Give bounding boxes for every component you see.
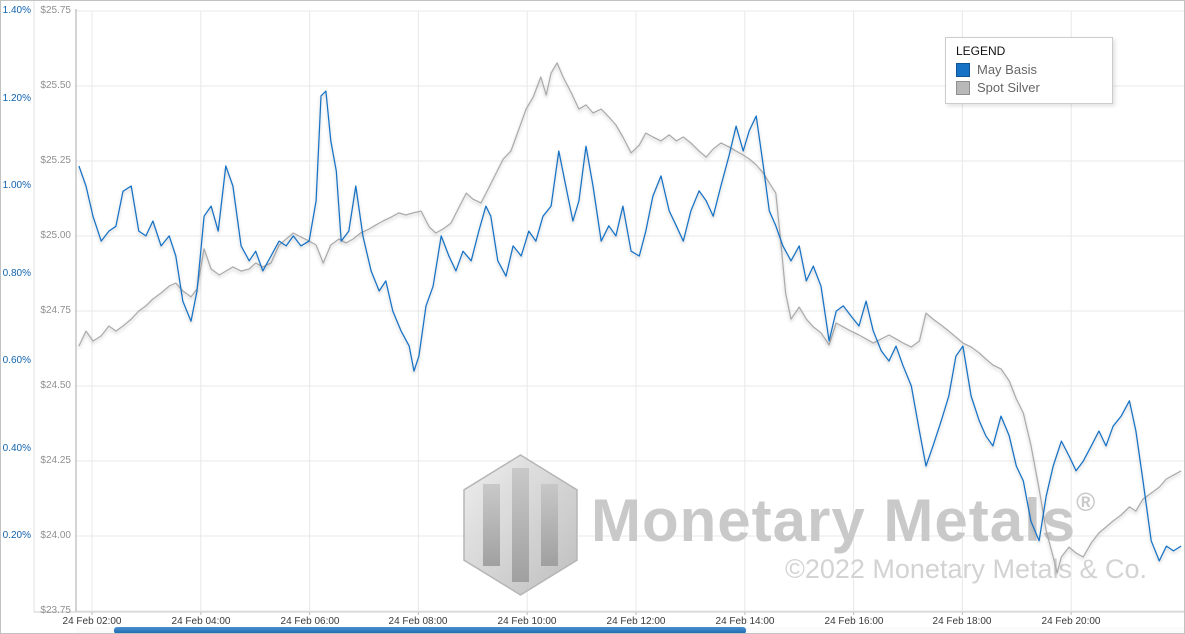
legend-item-may-basis[interactable]: May Basis: [956, 62, 1102, 77]
price-tick-label: $24.00: [40, 530, 71, 541]
basis-tick-label: 0.20%: [2, 530, 31, 541]
basis-tick-label: 0.80%: [2, 268, 31, 279]
price-tick-label: $25.00: [40, 230, 71, 241]
chart-scrollbar-thumb[interactable]: [114, 627, 746, 633]
basis-tick-label: 1.00%: [2, 180, 31, 191]
time-tick-label: 24 Feb 10:00: [497, 616, 557, 627]
legend-label: Spot Silver: [977, 80, 1040, 95]
price-tick-label: $25.25: [40, 155, 71, 166]
time-tick-label: 24 Feb 16:00: [824, 616, 884, 627]
legend-swatch-spot-silver: [956, 80, 970, 95]
time-tick-label: 24 Feb 14:00: [715, 616, 775, 627]
time-tick-label: 24 Feb 04:00: [171, 616, 231, 627]
series-line-spot-silver: [78, 62, 1182, 574]
time-tick-label: 24 Feb 02:00: [62, 616, 122, 627]
time-tick-label: 24 Feb 06:00: [280, 616, 340, 627]
basis-tick-label: 0.40%: [2, 443, 31, 454]
time-tick-label: 24 Feb 12:00: [606, 616, 666, 627]
legend: LEGEND May Basis Spot Silver: [945, 37, 1113, 104]
price-tick-label: $24.50: [40, 380, 71, 391]
legend-title: LEGEND: [956, 44, 1006, 58]
time-tick-label: 24 Feb 20:00: [1041, 616, 1101, 627]
price-tick-label: $25.75: [40, 5, 71, 16]
time-tick-label: 24 Feb 08:00: [388, 616, 448, 627]
price-tick-label: $25.50: [40, 80, 71, 91]
series-line-may-basis: [78, 90, 1182, 562]
price-tick-label: $24.75: [40, 305, 71, 316]
basis-tick-label: 0.60%: [2, 355, 31, 366]
time-tick-label: 24 Feb 18:00: [932, 616, 992, 627]
legend-items: May Basis Spot Silver: [956, 62, 1102, 95]
basis-tick-label: 1.40%: [2, 5, 31, 16]
legend-item-spot-silver[interactable]: Spot Silver: [956, 80, 1102, 95]
basis-tick-label: 1.20%: [2, 93, 31, 104]
price-tick-label: $24.25: [40, 455, 71, 466]
price-tick-label: $23.75: [40, 605, 71, 616]
legend-swatch-may-basis: [956, 62, 970, 77]
chart-scrollbar-track[interactable]: [76, 627, 1184, 633]
legend-label: May Basis: [977, 62, 1037, 77]
